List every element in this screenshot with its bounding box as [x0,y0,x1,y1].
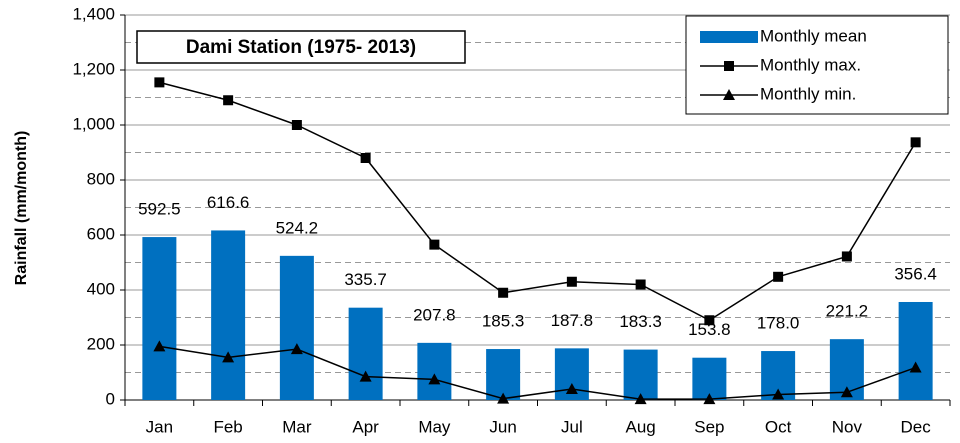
line [159,345,916,400]
x-tick-label: Jul [561,417,583,436]
marker [565,383,578,394]
value-label: 183.3 [619,312,662,331]
y-tick-label: 400 [87,279,115,298]
x-tick-label: Oct [765,417,792,436]
bar [692,357,727,400]
marker [841,251,852,262]
value-label: 178.0 [757,314,800,333]
chart-title: Dami Station (1975- 2013) [186,37,416,58]
legend-label: Monthly mean [760,26,867,45]
bar [142,237,177,400]
bar [898,301,933,400]
y-tick-label: 1,000 [72,114,115,133]
marker [703,393,716,405]
marker [428,373,441,385]
x-tick-label: Mar [282,417,312,436]
marker [359,370,372,382]
marker [634,393,647,405]
y-tick-label: 1,200 [72,59,115,78]
marker [429,239,440,250]
marker [772,388,785,400]
value-label: 524.2 [276,218,319,237]
bar [348,307,383,400]
value-label: 153.8 [688,320,731,339]
bar [279,255,314,400]
marker [635,279,646,290]
marker [154,77,165,88]
marker [909,361,922,373]
marker [290,343,303,355]
x-tick-label: May [418,417,451,436]
line [159,81,917,322]
legend-label: Monthly min. [760,84,856,103]
bar [211,230,246,400]
x-tick-label: Jun [489,417,516,436]
marker [291,120,302,130]
value-label: 335.7 [344,270,387,289]
y-tick-label: 1,400 [72,4,115,23]
legend-marker [723,89,735,100]
value-label: 356.4 [894,264,937,283]
value-label: 185.3 [482,312,525,331]
legend-marker [724,61,734,71]
x-tick-label: Dec [901,417,932,436]
marker [498,287,509,298]
legend-label: Monthly max. [760,55,861,74]
marker [223,95,234,106]
marker [704,315,715,326]
marker [360,153,371,163]
value-label: 187.8 [551,311,594,330]
value-label: 592.5 [138,200,181,219]
x-tick-label: Jan [146,417,173,436]
legend-swatch [700,31,758,43]
x-tick-label: Apr [352,417,379,436]
value-label: 221.2 [826,302,869,321]
value-label: 616.6 [207,193,250,212]
x-tick-label: Aug [626,417,656,436]
bar [623,349,658,400]
y-tick-label: 600 [87,224,115,243]
y-tick-label: 800 [87,169,115,188]
marker [566,276,577,287]
title-box [136,30,466,64]
marker [222,351,235,363]
marker [910,137,921,148]
x-tick-label: Sep [694,417,724,436]
y-axis-label: Rainfall (mm/month) [13,131,30,286]
y-tick-label: 200 [87,334,115,353]
marker [497,392,510,404]
x-tick-label: Feb [213,417,242,436]
x-tick-label: Nov [832,417,863,436]
marker [153,340,166,352]
marker [773,271,784,282]
bar [486,349,521,400]
bar [417,342,452,400]
value-label: 207.8 [413,305,456,324]
marker [840,386,853,398]
y-tick-label: 0 [106,389,115,408]
